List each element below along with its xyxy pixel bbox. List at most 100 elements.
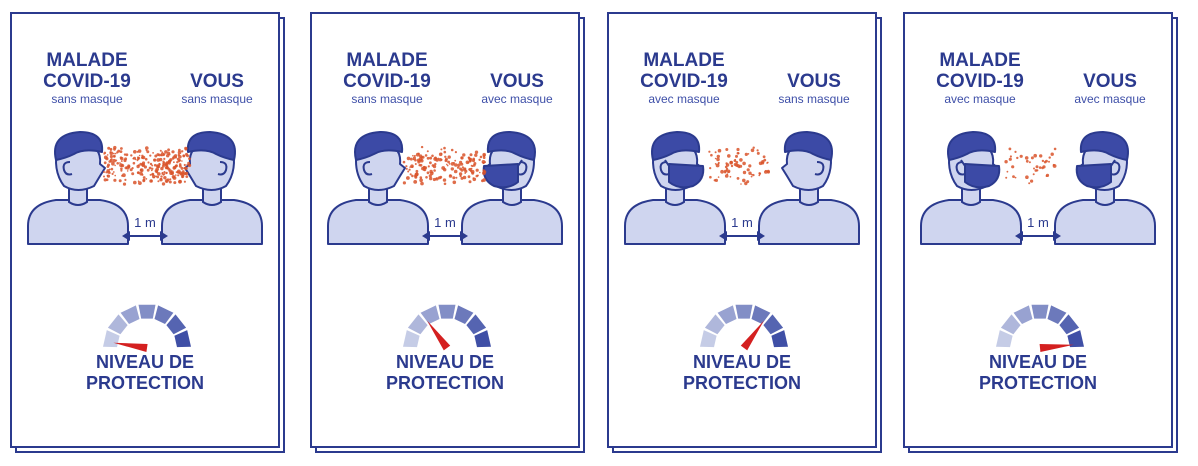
gauge-segment xyxy=(120,305,140,324)
gauge-segment xyxy=(717,305,737,324)
face-mask-icon xyxy=(1075,163,1112,189)
level-label-line1: NIVEAU DE xyxy=(692,352,791,372)
distance-arrow-icon xyxy=(122,231,168,241)
gauge-needle xyxy=(1039,344,1074,352)
protection-level-label: NIVEAU DE PROTECTION xyxy=(12,352,278,394)
protection-gauge xyxy=(700,304,788,351)
scene-illustration: 1 m xyxy=(27,131,263,245)
protection-level-label: NIVEAU DE PROTECTION xyxy=(609,352,875,394)
gauge-segment xyxy=(735,304,753,319)
gauge-segment xyxy=(700,330,717,348)
face-mask-icon xyxy=(482,163,519,189)
you-label: VOUS avec masque xyxy=(462,71,572,106)
protection-gauge xyxy=(103,304,191,352)
person-icon xyxy=(758,131,860,245)
level-label-line2: PROTECTION xyxy=(385,373,504,393)
face-mask-icon xyxy=(668,163,705,189)
gauge-segment xyxy=(166,314,187,335)
you-mask-status: avec masque xyxy=(1074,92,1146,106)
distance-arrow-icon xyxy=(422,231,468,241)
gauge-segment xyxy=(1013,305,1033,324)
gauge-needle xyxy=(113,342,148,352)
protection-level-label: NIVEAU DE PROTECTION xyxy=(905,352,1171,394)
gauge-segment xyxy=(704,314,725,335)
distance-arrow-icon xyxy=(719,231,765,241)
gauge-segment xyxy=(154,305,174,324)
particle-cloud xyxy=(103,145,192,186)
gauge-segment xyxy=(751,305,771,324)
patient-icon xyxy=(27,131,129,245)
gauge-segment xyxy=(420,305,440,324)
scenario-card: MALADE COVID-19 sans masque VOUS avec masque… xyxy=(310,12,585,453)
patient-icon xyxy=(624,131,726,245)
you-name: VOUS xyxy=(1083,71,1137,92)
particle-cloud xyxy=(1004,147,1057,185)
person-icon xyxy=(161,131,263,245)
person-icon xyxy=(461,131,563,245)
level-label-line1: NIVEAU DE xyxy=(988,352,1087,372)
particle-cloud xyxy=(402,145,487,186)
gauge-segment xyxy=(407,314,428,335)
level-label-line1: NIVEAU DE xyxy=(95,352,194,372)
scenario-card: MALADE COVID-19 avec masque VOUS sans masque… xyxy=(607,12,882,453)
level-label-line2: PROTECTION xyxy=(978,373,1097,393)
gauge-segment xyxy=(1047,305,1067,324)
you-label: VOUS sans masque xyxy=(162,71,272,106)
level-label-line1: NIVEAU DE xyxy=(395,352,494,372)
scene-illustration: 1 m xyxy=(920,131,1156,245)
patient-icon xyxy=(327,131,429,245)
scene-illustration: 1 m xyxy=(327,131,563,245)
scenario-card: MALADE COVID-19 avec masque VOUS avec masque… xyxy=(903,12,1178,453)
protection-gauge xyxy=(996,304,1084,352)
gauge-segment xyxy=(174,330,191,348)
patient-mask-status: sans masque xyxy=(351,92,423,106)
card-body: MALADE COVID-19 avec masque VOUS avec masque… xyxy=(903,12,1173,448)
gauge-segment xyxy=(103,330,120,348)
patient-disease: COVID-19 xyxy=(936,71,1024,92)
patient-label: MALADE COVID-19 avec masque xyxy=(915,50,1045,106)
you-mask-status: sans masque xyxy=(778,92,850,106)
distance-label: 1 m xyxy=(434,215,456,230)
gauge-segment xyxy=(466,314,487,335)
you-name: VOUS xyxy=(190,71,244,92)
you-mask-status: sans masque xyxy=(181,92,253,106)
gauge-segment xyxy=(1059,314,1080,335)
card-body: MALADE COVID-19 sans masque VOUS avec masque… xyxy=(310,12,580,448)
card-body: MALADE COVID-19 sans masque VOUS sans masque… xyxy=(10,12,280,448)
you-mask-status: avec masque xyxy=(481,92,553,106)
gauge-segment xyxy=(454,305,474,324)
gauge-segment xyxy=(138,304,156,319)
distance-label: 1 m xyxy=(1027,215,1049,230)
gauge-needle xyxy=(740,320,764,351)
gauge-segment xyxy=(1067,330,1084,348)
patient-label: MALADE COVID-19 sans masque xyxy=(22,50,152,106)
patient-icon xyxy=(920,131,1022,245)
gauge-segment xyxy=(996,330,1013,348)
card-body: MALADE COVID-19 avec masque VOUS sans masque… xyxy=(607,12,877,448)
distance-label: 1 m xyxy=(134,215,156,230)
patient-mask-status: sans masque xyxy=(51,92,123,106)
scenario-card: MALADE COVID-19 sans masque VOUS sans masque… xyxy=(10,12,285,453)
you-name: VOUS xyxy=(490,71,544,92)
patient-name: MALADE xyxy=(346,50,428,71)
gauge-segment xyxy=(1000,314,1021,335)
you-name: VOUS xyxy=(787,71,841,92)
patient-label: MALADE COVID-19 avec masque xyxy=(619,50,749,106)
you-label: VOUS avec masque xyxy=(1055,71,1165,106)
patient-name: MALADE xyxy=(46,50,128,71)
distance-arrow-icon xyxy=(1015,231,1061,241)
protection-gauge xyxy=(403,304,491,351)
gauge-segment xyxy=(771,330,788,348)
level-label-line2: PROTECTION xyxy=(85,373,204,393)
protection-level-label: NIVEAU DE PROTECTION xyxy=(312,352,578,394)
patient-label: MALADE COVID-19 sans masque xyxy=(322,50,452,106)
gauge-segment xyxy=(1031,304,1049,319)
patient-mask-status: avec masque xyxy=(944,92,1016,106)
level-label-line2: PROTECTION xyxy=(682,373,801,393)
patient-mask-status: avec masque xyxy=(648,92,720,106)
patient-disease: COVID-19 xyxy=(343,71,431,92)
gauge-segment xyxy=(474,330,491,348)
gauge-segment xyxy=(403,330,420,348)
particle-cloud xyxy=(708,146,770,186)
gauge-needle xyxy=(427,320,451,351)
